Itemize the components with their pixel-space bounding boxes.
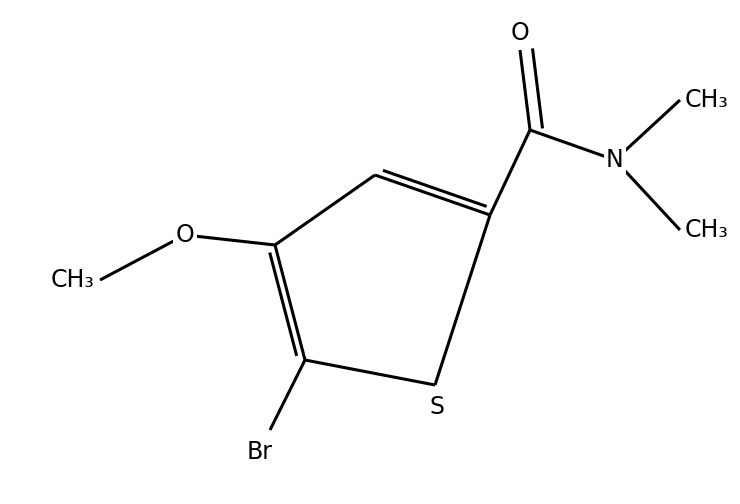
Text: Br: Br [247,440,273,464]
Text: CH₃: CH₃ [51,268,95,292]
Text: S: S [429,395,445,419]
Text: N: N [606,148,624,172]
Text: CH₃: CH₃ [685,88,729,112]
Text: O: O [175,223,195,247]
Text: O: O [511,21,529,45]
Text: CH₃: CH₃ [685,218,729,242]
